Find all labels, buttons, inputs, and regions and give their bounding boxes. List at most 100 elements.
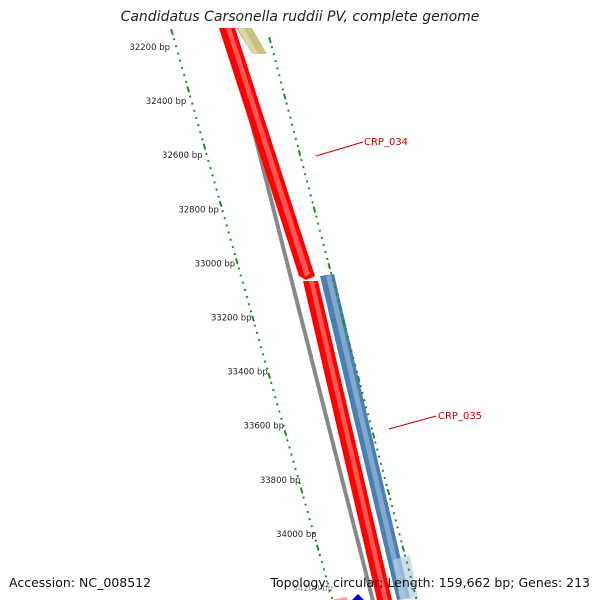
scale-tick	[326, 257, 329, 261]
scale-tick	[286, 439, 289, 442]
scale-label: 33200 bp	[211, 314, 252, 324]
scale-tick	[298, 481, 301, 485]
scale-tick	[316, 222, 320, 225]
scale-tick	[247, 302, 251, 306]
scale-tick	[396, 526, 399, 529]
scale-tick	[312, 532, 316, 535]
scale-tick	[267, 372, 271, 379]
scale-tick	[227, 231, 230, 234]
scale-tick	[205, 152, 208, 156]
scale-tick	[218, 200, 223, 208]
scale-tick	[207, 159, 210, 163]
gene-pink-bottom[interactable]	[332, 597, 348, 600]
scale-tick	[233, 252, 237, 256]
scale-tick	[302, 165, 305, 169]
scale-tick	[364, 406, 368, 409]
scale-tick	[394, 519, 398, 522]
scale-tick	[361, 391, 364, 395]
scale-tick	[383, 476, 386, 480]
scale-tick	[282, 424, 285, 428]
scale-tick	[304, 503, 307, 506]
crp-034-leader	[315, 141, 364, 157]
scale-tick	[413, 589, 416, 593]
scale-tick	[213, 181, 216, 184]
scale-tick	[180, 66, 184, 70]
scale-tick	[414, 596, 418, 600]
scale-tick	[290, 453, 293, 456]
scale-label: 32800 bp	[178, 205, 219, 215]
scale-tick	[297, 149, 302, 157]
scale-tick	[359, 384, 362, 388]
gene-crp-035-glow	[393, 555, 418, 600]
scale-tick	[272, 52, 275, 56]
scale-label: 32600 bp	[162, 151, 203, 161]
scale-ticks	[170, 28, 418, 600]
scale-label: 32200 bp	[129, 43, 170, 53]
scale-label: 33600 bp	[244, 422, 285, 432]
scale-tick	[400, 540, 403, 543]
scale-tick	[215, 188, 218, 191]
scale-tick	[263, 360, 267, 363]
scale-tick	[353, 363, 357, 367]
scale-tick	[283, 429, 288, 437]
scale-tick	[340, 314, 344, 317]
scale-tick	[292, 460, 295, 464]
scale-tick	[324, 575, 328, 578]
scale-tick	[381, 469, 385, 473]
scale-tick	[280, 417, 283, 421]
scale-tick	[241, 281, 245, 284]
scale-tick	[322, 243, 325, 247]
scale-tick	[320, 560, 324, 564]
scale-label: 33400 bp	[227, 368, 268, 378]
scale-tick	[306, 510, 309, 514]
scale-tick	[302, 496, 305, 499]
scale-tick	[176, 52, 180, 55]
scale-tick	[272, 388, 275, 392]
crp-035-leader	[388, 415, 437, 430]
scale-tick	[311, 201, 314, 204]
scale-tick	[186, 86, 190, 93]
scale-tick	[398, 533, 401, 536]
scale-tick	[249, 310, 253, 313]
gene-red-lower-highlight	[309, 281, 388, 600]
scale-tick	[385, 483, 388, 487]
scale-tick	[217, 195, 220, 198]
scale-tick	[312, 206, 317, 213]
scale-tick	[294, 137, 298, 141]
scale-tick	[318, 229, 322, 232]
scale-tick	[283, 93, 287, 100]
scale-tick	[326, 582, 330, 585]
scale-tick	[327, 262, 331, 270]
scale-tick	[279, 81, 283, 84]
scale-tick	[386, 488, 391, 496]
scale-tick	[322, 567, 326, 571]
scale-tick	[389, 497, 392, 501]
scale-tick	[225, 224, 228, 227]
scale-tick	[289, 116, 292, 119]
scale-tick	[357, 375, 361, 383]
scale-tick	[329, 271, 333, 275]
scale-tick	[255, 331, 259, 335]
scale-tick	[211, 174, 214, 177]
map-title: Candidatus Carsonella ruddii PV, complet…	[120, 9, 480, 25]
scale-label: 32400 bp	[146, 97, 187, 107]
scale-tick	[305, 180, 309, 183]
scale-tick	[182, 73, 186, 77]
scale-tick	[209, 166, 212, 170]
scale-tick	[197, 123, 200, 127]
gene-blue-bottom[interactable]	[352, 594, 364, 600]
scale-label: 33800 bp	[260, 476, 301, 486]
scale-tick	[253, 324, 257, 327]
scale-tick	[287, 109, 290, 112]
scale-tick	[202, 143, 207, 150]
scale-tick	[251, 315, 255, 322]
scale-tick	[188, 95, 192, 98]
scale-tick	[363, 398, 366, 402]
scale-tick	[276, 67, 279, 70]
scale-tick	[223, 216, 226, 220]
scale-tick	[309, 194, 312, 197]
scale-tick	[314, 539, 318, 542]
scale-tick	[346, 335, 349, 338]
scale-tick	[368, 420, 372, 423]
